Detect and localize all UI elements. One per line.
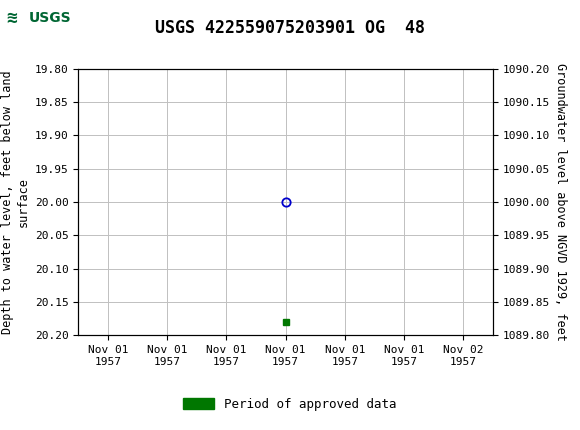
Text: USGS 422559075203901 OG  48: USGS 422559075203901 OG 48 xyxy=(155,19,425,37)
Bar xyxy=(3,3,78,33)
Text: USGS: USGS xyxy=(29,11,71,25)
Y-axis label: Depth to water level, feet below land
surface: Depth to water level, feet below land su… xyxy=(1,70,29,334)
Legend: Period of approved data: Period of approved data xyxy=(178,393,402,416)
Text: ≋: ≋ xyxy=(6,9,17,27)
Y-axis label: Groundwater level above NGVD 1929, feet: Groundwater level above NGVD 1929, feet xyxy=(554,63,567,341)
